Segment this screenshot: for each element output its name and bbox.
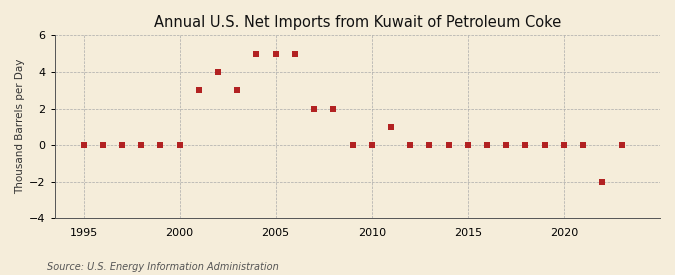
Point xyxy=(78,143,89,147)
Point xyxy=(270,51,281,56)
Point xyxy=(290,51,300,56)
Point xyxy=(213,70,223,74)
Point xyxy=(558,143,569,147)
Text: Source: U.S. Energy Information Administration: Source: U.S. Energy Information Administ… xyxy=(47,262,279,272)
Point xyxy=(578,143,589,147)
Point xyxy=(597,180,608,184)
Title: Annual U.S. Net Imports from Kuwait of Petroleum Coke: Annual U.S. Net Imports from Kuwait of P… xyxy=(154,15,561,30)
Point xyxy=(328,106,339,111)
Point xyxy=(155,143,166,147)
Point xyxy=(308,106,319,111)
Point xyxy=(136,143,146,147)
Point xyxy=(424,143,435,147)
Point xyxy=(443,143,454,147)
Point xyxy=(385,125,396,129)
Point xyxy=(174,143,185,147)
Point xyxy=(405,143,416,147)
Point xyxy=(482,143,493,147)
Point xyxy=(616,143,627,147)
Point xyxy=(367,143,377,147)
Point xyxy=(520,143,531,147)
Point xyxy=(347,143,358,147)
Point xyxy=(501,143,512,147)
Point xyxy=(462,143,473,147)
Point xyxy=(194,88,205,92)
Point xyxy=(97,143,108,147)
Point xyxy=(117,143,128,147)
Point xyxy=(251,51,262,56)
Point xyxy=(232,88,242,92)
Point xyxy=(539,143,550,147)
Y-axis label: Thousand Barrels per Day: Thousand Barrels per Day xyxy=(15,59,25,194)
